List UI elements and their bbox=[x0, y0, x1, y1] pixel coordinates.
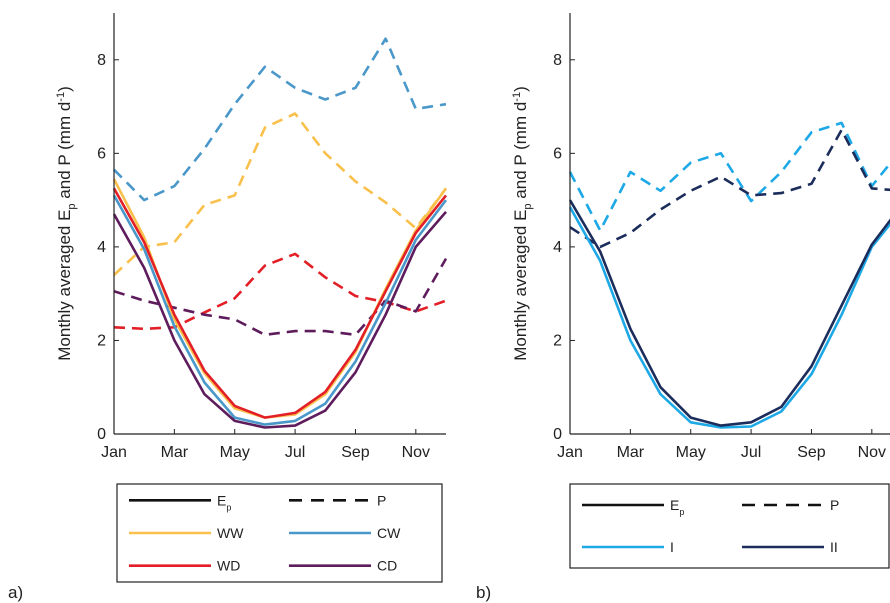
x-tick-label: May bbox=[220, 444, 250, 461]
y-tick-label: 2 bbox=[553, 332, 562, 349]
x-tick-label: Nov bbox=[402, 444, 430, 461]
legend-label: P bbox=[377, 492, 386, 508]
x-tick-label: Jan bbox=[557, 444, 583, 461]
series-line-8 bbox=[112, 210, 447, 429]
x-tick-label: Mar bbox=[617, 444, 645, 461]
series-line-4 bbox=[568, 199, 890, 427]
panel-b: 0 2 4 6 8 Jan Mar May Jul Sep Nov Monthly averaged … bbox=[476, 13, 890, 602]
x-tick-label: Mar bbox=[161, 444, 189, 461]
legend-label: Ep bbox=[217, 492, 231, 512]
legend-label: Ep bbox=[670, 497, 684, 517]
x-tick-label: Jul bbox=[285, 444, 305, 461]
y-tick-label: 4 bbox=[97, 239, 106, 256]
series-line-2 bbox=[569, 128, 890, 249]
x-tick-label: Jan bbox=[101, 444, 127, 461]
x-tick-label: May bbox=[676, 444, 706, 461]
panel-label: a) bbox=[8, 583, 23, 602]
x-tick-label: Sep bbox=[341, 444, 370, 461]
y-tick-label: 2 bbox=[97, 332, 106, 349]
y-axis-label: Monthly averaged Ep and P (mm d-1) bbox=[55, 86, 78, 361]
panel-label: b) bbox=[476, 583, 491, 602]
series-line-7 bbox=[112, 194, 448, 426]
panel-a: 0 2 4 6 8 Jan Mar May Jul Sep Nov Monthly averaged … bbox=[8, 13, 448, 602]
series-line-1 bbox=[113, 37, 447, 202]
y-tick-label: 0 bbox=[97, 426, 106, 443]
y-tick-label: 8 bbox=[553, 52, 562, 69]
y-tick-label: 6 bbox=[553, 145, 562, 162]
series-line-2 bbox=[113, 112, 448, 276]
y-tick-label: 0 bbox=[553, 426, 562, 443]
series-line-3 bbox=[568, 206, 890, 429]
series-group bbox=[112, 37, 448, 429]
legend: Ep P WW CW WD CD bbox=[116, 483, 443, 583]
x-tick-label: Nov bbox=[858, 444, 886, 461]
legend-box bbox=[569, 483, 890, 569]
legend-label: CD bbox=[377, 558, 397, 574]
legend-label: CW bbox=[377, 525, 401, 541]
x-tick-label: Sep bbox=[797, 444, 826, 461]
legend-label: I bbox=[670, 539, 674, 555]
y-tick-label: 6 bbox=[97, 145, 106, 162]
legend-label: WD bbox=[217, 558, 240, 574]
legend-label: P bbox=[830, 497, 839, 513]
series-group bbox=[568, 121, 890, 429]
series-line-6 bbox=[112, 187, 448, 419]
legend-label: II bbox=[830, 539, 838, 555]
x-tick-label: Jul bbox=[741, 444, 761, 461]
y-tick-label: 8 bbox=[97, 52, 106, 69]
legend-label: WW bbox=[217, 525, 244, 541]
series-line-1 bbox=[568, 121, 890, 232]
y-axis-label: Monthly averaged Ep and P (mm d-1) bbox=[511, 86, 534, 361]
legend: Ep PI II bbox=[569, 483, 890, 569]
y-tick-label: 4 bbox=[553, 239, 562, 256]
